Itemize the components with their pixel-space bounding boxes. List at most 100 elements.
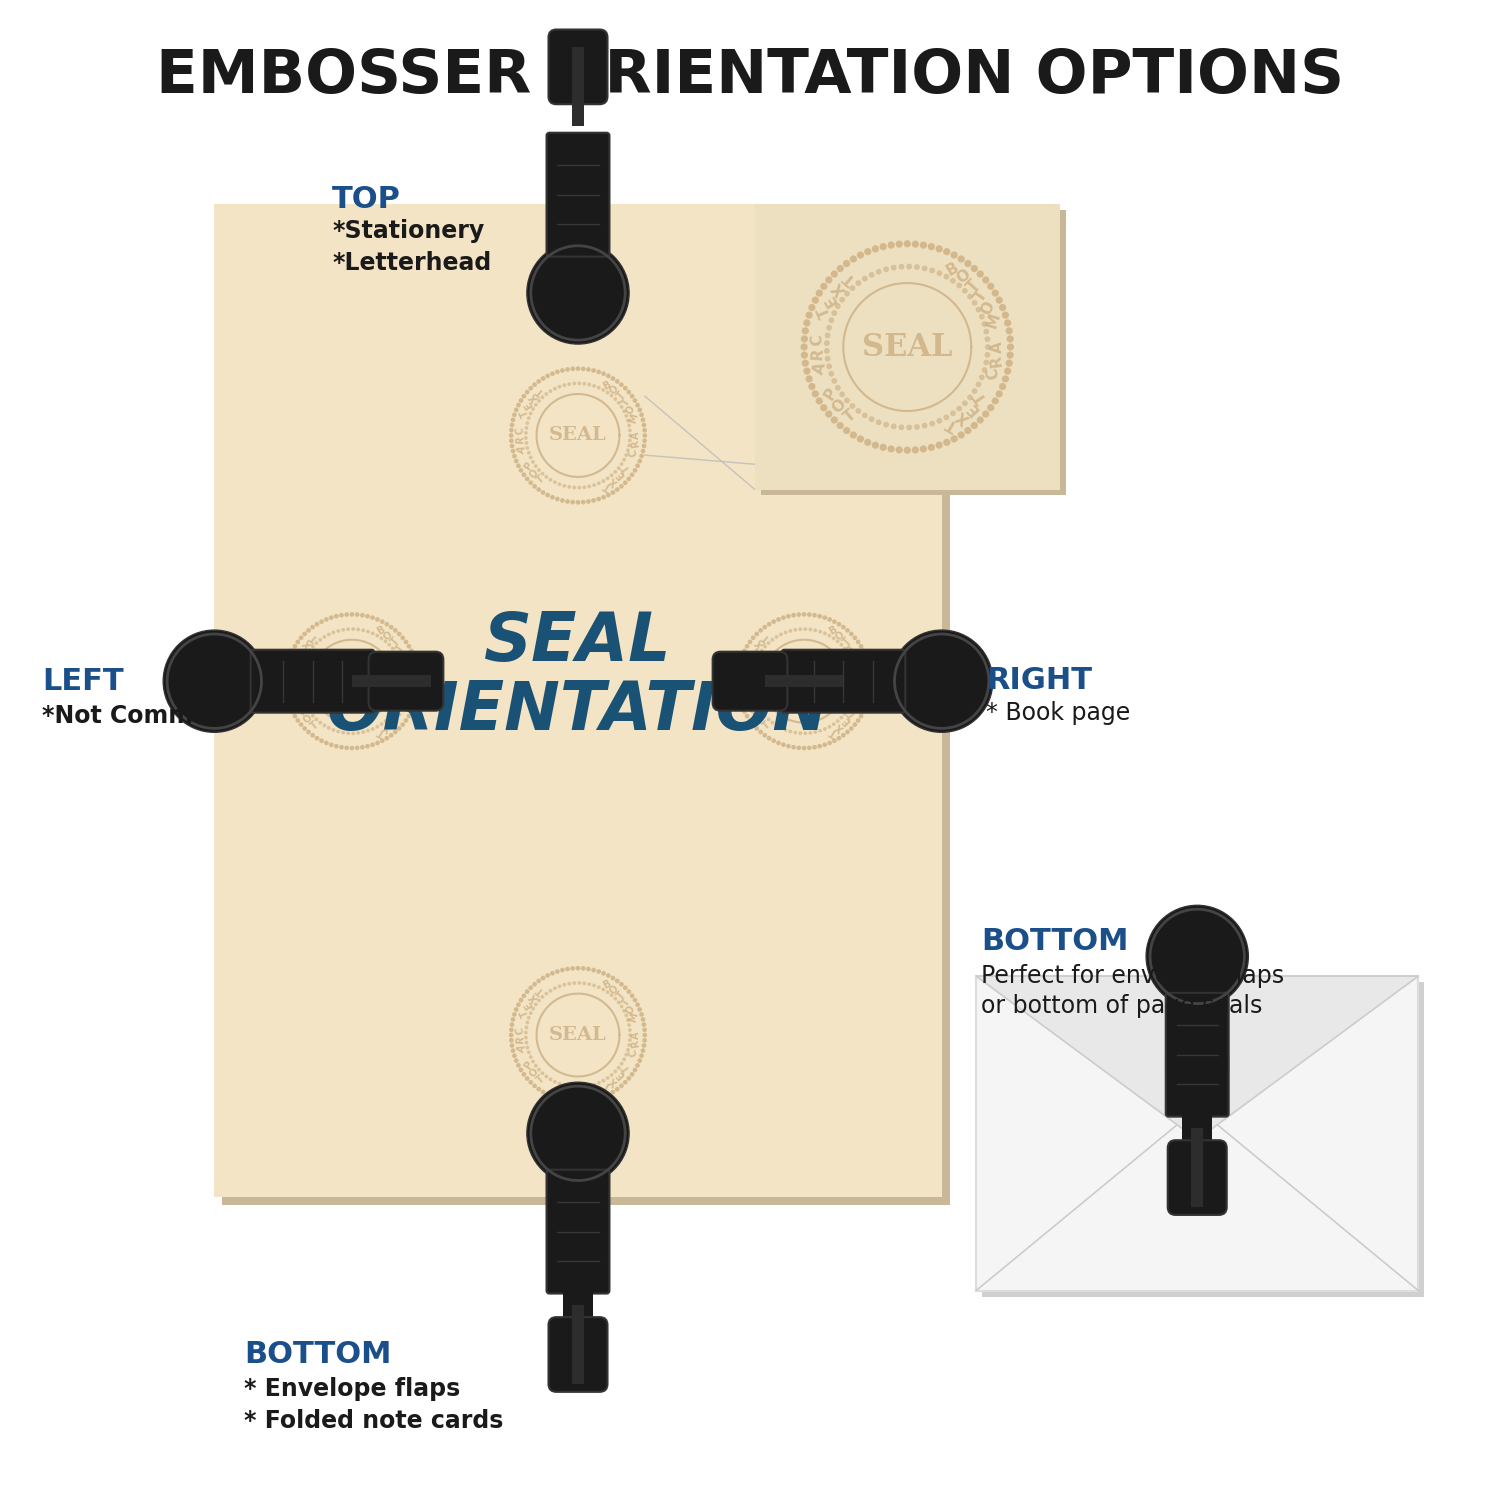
Circle shape xyxy=(1227,1064,1230,1065)
Circle shape xyxy=(844,291,850,297)
Text: SEAL: SEAL xyxy=(322,672,381,690)
Circle shape xyxy=(537,380,542,384)
Circle shape xyxy=(510,1023,515,1028)
Text: T: T xyxy=(394,708,406,720)
Text: SEAL: SEAL xyxy=(776,672,832,690)
Circle shape xyxy=(816,398,824,405)
Circle shape xyxy=(1174,1053,1176,1054)
Circle shape xyxy=(531,1059,536,1064)
Circle shape xyxy=(622,1080,627,1084)
Circle shape xyxy=(558,984,561,988)
Circle shape xyxy=(1215,1089,1216,1090)
Circle shape xyxy=(298,672,302,675)
Circle shape xyxy=(525,422,530,424)
Text: T: T xyxy=(309,630,321,642)
Text: T: T xyxy=(972,288,990,304)
Circle shape xyxy=(964,260,972,267)
FancyBboxPatch shape xyxy=(750,666,784,696)
Circle shape xyxy=(846,708,849,711)
Text: P: P xyxy=(1170,1076,1178,1083)
Circle shape xyxy=(396,704,400,708)
Circle shape xyxy=(560,498,564,502)
Circle shape xyxy=(1215,1048,1216,1050)
Circle shape xyxy=(610,1089,615,1095)
Circle shape xyxy=(898,264,904,270)
Circle shape xyxy=(540,376,546,381)
Circle shape xyxy=(852,664,856,668)
Circle shape xyxy=(526,417,531,420)
Circle shape xyxy=(758,706,760,710)
Circle shape xyxy=(1203,1094,1206,1096)
Circle shape xyxy=(540,490,546,495)
Circle shape xyxy=(849,285,855,291)
Circle shape xyxy=(620,382,624,387)
Circle shape xyxy=(1007,336,1014,342)
Circle shape xyxy=(519,468,524,472)
Circle shape xyxy=(984,328,988,334)
Circle shape xyxy=(1173,1058,1174,1059)
Circle shape xyxy=(754,702,759,705)
Circle shape xyxy=(334,614,339,618)
Circle shape xyxy=(400,694,404,698)
Circle shape xyxy=(315,736,320,741)
Circle shape xyxy=(375,634,380,638)
Circle shape xyxy=(1198,1032,1202,1034)
Circle shape xyxy=(622,1058,626,1060)
Circle shape xyxy=(827,363,833,369)
Circle shape xyxy=(1002,312,1010,318)
Circle shape xyxy=(804,732,807,735)
Circle shape xyxy=(582,382,586,386)
Text: T: T xyxy=(394,644,406,654)
Circle shape xyxy=(1220,1056,1221,1058)
Circle shape xyxy=(836,386,842,390)
Circle shape xyxy=(578,981,580,986)
Circle shape xyxy=(620,1083,624,1088)
Circle shape xyxy=(825,411,833,417)
Circle shape xyxy=(514,1007,519,1013)
Circle shape xyxy=(580,966,585,970)
Circle shape xyxy=(738,658,742,663)
Circle shape xyxy=(356,612,360,616)
Circle shape xyxy=(285,694,290,699)
Circle shape xyxy=(1226,1053,1228,1056)
Circle shape xyxy=(968,294,974,300)
Circle shape xyxy=(396,656,400,658)
Circle shape xyxy=(509,438,513,442)
Circle shape xyxy=(824,340,830,346)
Circle shape xyxy=(532,1083,537,1088)
Circle shape xyxy=(546,492,550,498)
Circle shape xyxy=(1218,1074,1219,1077)
Circle shape xyxy=(560,968,564,972)
Circle shape xyxy=(855,280,861,286)
Circle shape xyxy=(1173,1071,1174,1072)
Circle shape xyxy=(744,644,750,648)
Circle shape xyxy=(298,687,302,690)
Circle shape xyxy=(984,336,990,342)
Circle shape xyxy=(528,986,532,990)
Circle shape xyxy=(1176,1088,1178,1089)
Circle shape xyxy=(976,417,984,423)
Circle shape xyxy=(840,716,843,720)
Circle shape xyxy=(1164,1064,1167,1065)
Circle shape xyxy=(1203,1032,1206,1035)
Circle shape xyxy=(836,718,840,723)
Text: RIGHT: RIGHT xyxy=(986,666,1092,696)
Text: A: A xyxy=(990,340,1005,352)
Circle shape xyxy=(400,636,405,640)
Circle shape xyxy=(849,726,853,730)
Circle shape xyxy=(570,966,574,970)
Circle shape xyxy=(1206,1034,1208,1035)
Circle shape xyxy=(531,1007,536,1011)
Circle shape xyxy=(906,264,912,270)
Circle shape xyxy=(531,460,536,464)
Circle shape xyxy=(783,728,788,732)
Circle shape xyxy=(1215,1038,1216,1040)
Text: SEAL: SEAL xyxy=(549,1026,608,1044)
Circle shape xyxy=(597,969,602,974)
FancyBboxPatch shape xyxy=(352,675,430,687)
Circle shape xyxy=(288,705,292,710)
Circle shape xyxy=(944,414,950,420)
Text: * Folded note cards: * Folded note cards xyxy=(244,1408,502,1432)
Circle shape xyxy=(1227,1058,1230,1060)
Circle shape xyxy=(837,736,842,741)
